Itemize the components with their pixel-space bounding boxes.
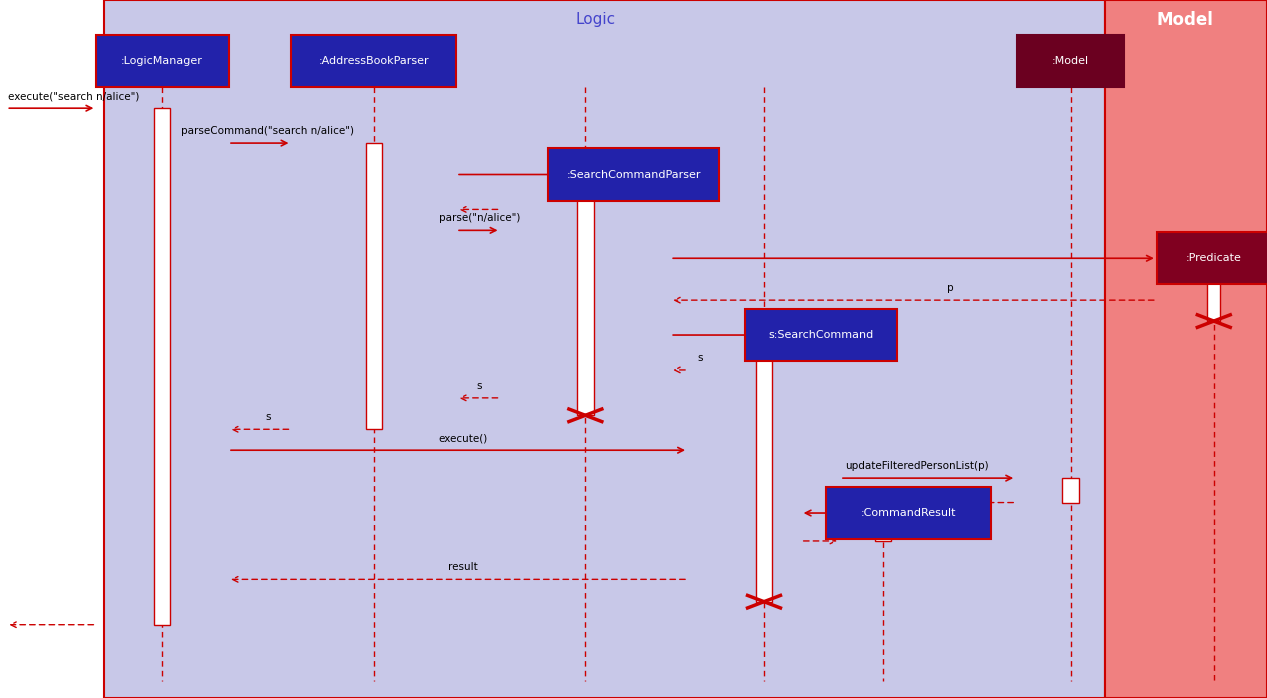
Bar bbox=[875, 513, 891, 541]
Text: s:SearchCommand: s:SearchCommand bbox=[768, 330, 874, 340]
Text: :AddressBookParser: :AddressBookParser bbox=[318, 56, 430, 66]
Text: parseCommand("search n/alice"): parseCommand("search n/alice") bbox=[181, 126, 355, 136]
Text: :SearchCommandParser: :SearchCommandParser bbox=[566, 170, 701, 179]
Text: p: p bbox=[946, 283, 954, 293]
Bar bbox=[1062, 478, 1079, 503]
Text: Logic: Logic bbox=[575, 12, 616, 27]
Bar bbox=[291, 35, 456, 87]
Bar bbox=[153, 108, 170, 625]
Text: s: s bbox=[697, 353, 703, 363]
Bar bbox=[826, 487, 991, 539]
Text: s: s bbox=[476, 381, 483, 391]
Bar bbox=[1016, 35, 1125, 87]
Bar bbox=[755, 335, 773, 602]
Bar bbox=[745, 309, 897, 362]
Text: :LogicManager: :LogicManager bbox=[122, 56, 203, 66]
Text: :CommandResult: :CommandResult bbox=[860, 508, 957, 518]
Text: execute("search n/alice"): execute("search n/alice") bbox=[8, 91, 139, 101]
Bar bbox=[104, 0, 1105, 698]
Text: :Model: :Model bbox=[1052, 56, 1090, 66]
Bar bbox=[578, 174, 593, 415]
Text: result: result bbox=[449, 563, 478, 572]
Text: s: s bbox=[265, 413, 271, 422]
Bar bbox=[1207, 258, 1220, 321]
Bar bbox=[96, 35, 228, 87]
Bar bbox=[1105, 0, 1267, 698]
Text: parse("n/alice"): parse("n/alice") bbox=[438, 214, 521, 223]
Bar bbox=[1157, 232, 1267, 285]
Text: Model: Model bbox=[1157, 10, 1213, 29]
Bar bbox=[547, 149, 720, 201]
Text: :Predicate: :Predicate bbox=[1186, 253, 1242, 263]
Bar bbox=[365, 143, 383, 429]
Text: execute(): execute() bbox=[438, 433, 488, 443]
Text: updateFilteredPersonList(p): updateFilteredPersonList(p) bbox=[845, 461, 990, 471]
